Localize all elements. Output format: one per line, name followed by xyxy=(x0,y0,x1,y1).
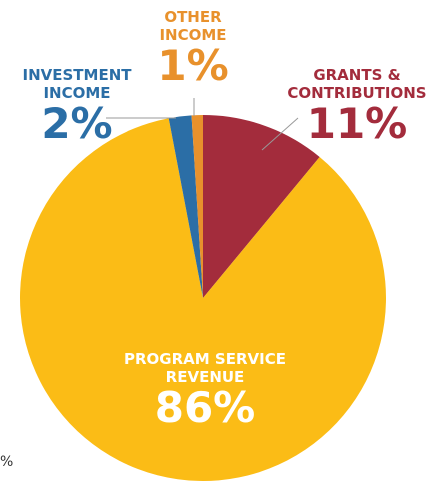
category-label: GRANTS & CONTRIBUTIONS xyxy=(287,66,427,102)
value-label: 11% xyxy=(306,99,408,148)
pie-slice xyxy=(19,118,386,482)
slice-label: INVESTMENT INCOME 2% xyxy=(23,66,132,146)
value-label: 2% xyxy=(41,99,113,148)
slice-label: OTHER INCOME 1% xyxy=(157,8,228,88)
category-label: OTHER INCOME xyxy=(159,8,227,44)
category-label: PROGRAM SERVICE REVENUE xyxy=(124,350,286,386)
leader-line xyxy=(261,117,299,151)
pie-slice xyxy=(168,115,203,298)
annotation: % xyxy=(0,454,14,470)
slice-label: PROGRAM SERVICE REVENUE 86% xyxy=(124,350,286,430)
slice-label: GRANTS & CONTRIBUTIONS 11% xyxy=(287,66,426,146)
pie-slice xyxy=(203,115,320,298)
value-label: 1% xyxy=(157,41,229,90)
value-label: 86% xyxy=(154,383,256,432)
pie-slice xyxy=(191,115,203,298)
category-label: INVESTMENT INCOME xyxy=(22,66,132,102)
pie xyxy=(19,115,386,482)
